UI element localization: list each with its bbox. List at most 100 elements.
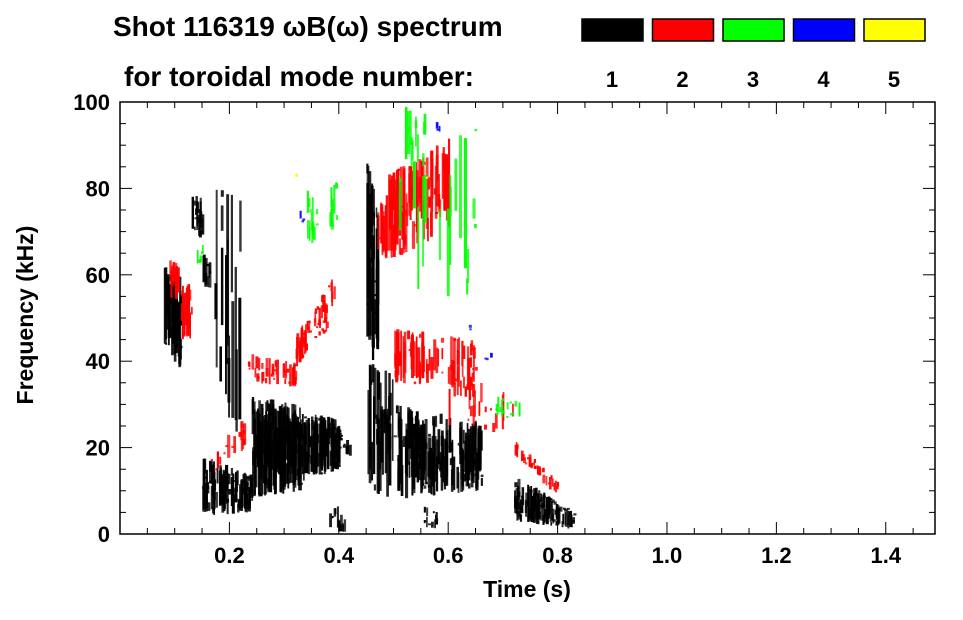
spectrum-mark-mode-2 [438,174,440,213]
spectrum-mark-mode-1 [242,474,245,495]
spectrum-mark-mode-2 [461,340,464,377]
spectrum-mark-mode-1 [372,188,376,226]
spectrum-mark-mode-2 [556,485,559,490]
spectrum-mark-mode-3 [474,129,478,132]
spectrum-mark-mode-2 [261,363,264,369]
spectrum-mark-mode-3 [423,113,427,135]
spectrum-mark-mode-1 [524,499,527,513]
spectrum-mark-mode-3 [495,408,499,411]
spectrum-mark-mode-3 [446,208,450,296]
spectrum-mark-mode-2 [430,357,434,379]
spectrum-mark-mode-3 [311,224,314,243]
spectrum-mark-mode-1 [339,438,343,441]
spectrum-mark-mode-1 [470,432,474,488]
spectrum-mark-mode-1 [293,430,296,481]
spectrum-mark-mode-2 [435,154,439,206]
spectrum-mark-mode-1 [530,489,533,493]
spectrum-mark-mode-4 [486,357,489,361]
spectrum-mark-mode-3 [472,198,476,219]
spectrum-mark-mode-1 [431,521,434,528]
spectrum-mark-mode-1 [537,495,540,504]
spectrum-mark-mode-1 [194,217,197,220]
spectrum-mark-mode-1 [208,271,212,288]
spectrum-mark-mode-1 [231,301,235,418]
spectrum-mark-mode-2 [551,478,554,487]
spectrum-mark-mode-2 [270,373,273,377]
spectrum-mark-mode-1 [237,503,240,513]
spectrum-mark-mode-3 [198,259,202,263]
spectrum-mark-mode-2 [320,305,323,319]
spectrum-mark-mode-1 [246,483,249,489]
spectrum-mark-mode-2 [225,445,229,448]
spectrum-mark-mode-1 [205,486,208,501]
spectrum-mark-mode-1 [533,488,536,512]
spectrum-mark-mode-1 [172,295,176,314]
spectrum-mark-mode-3 [202,244,204,253]
spectrum-mark-mode-1 [231,487,235,514]
spectrum-mark-mode-2 [494,413,498,429]
spectrum-mark-mode-1 [251,397,255,415]
spectrum-mark-mode-1 [248,475,251,481]
y-tick-label: 40 [86,349,110,374]
spectrum-mark-mode-2 [484,406,487,413]
spectrum-mark-mode-2 [441,337,445,343]
spectrum-mark-mode-1 [384,412,388,474]
spectrum-mark-mode-2 [512,403,514,417]
spectrum-mark-mode-2 [273,369,277,372]
spectrum-mark-mode-2 [411,221,416,249]
spectrum-mark-mode-2 [384,205,387,257]
spectrum-mark-mode-1 [207,502,211,511]
spectrum-mark-mode-2 [473,390,477,417]
spectrum-mark-mode-1 [208,262,212,274]
spectrum-mark-mode-2 [397,168,401,171]
spectrum-mark-mode-1 [268,448,271,489]
spectrum-mark-mode-2 [219,456,222,465]
spectrum-mark-mode-1 [279,406,283,492]
spectrum-mark-mode-1 [439,413,443,424]
spectrum-mark-mode-1 [234,494,238,503]
spectrum-mark-mode-3 [199,255,203,263]
spectrum-mark-mode-1 [440,459,444,478]
spectrum-mark-mode-1 [245,481,249,485]
spectrum-mark-mode-2 [528,457,532,467]
spectrum-mark-mode-1 [318,423,322,475]
spectrum-mark-mode-2 [385,195,389,252]
spectrum-mark-mode-1 [405,423,408,464]
spectrum-mark-mode-1 [371,235,375,347]
spectrum-mark-mode-1 [386,415,389,497]
spectrum-mark-mode-2 [283,363,285,373]
spectrum-mark-mode-1 [435,518,439,525]
spectrum-mark-mode-3 [506,416,509,418]
spectrum-mark-mode-1 [174,280,178,319]
spectrum-mark-mode-2 [449,365,453,385]
spectrum-mark-mode-3 [330,187,333,199]
spectrum-mark-mode-1 [426,507,429,516]
spectrum-mark-mode-3 [311,197,314,235]
spectrum-mark-mode-2 [285,361,288,379]
spectrum-mark-mode-1 [375,320,379,330]
spectrum-mark-mode-4 [468,324,472,328]
spectrum-mark-mode-2 [268,358,271,385]
spectrum-mark-mode-2 [284,378,287,384]
spectrum-mark-mode-1 [398,433,401,487]
spectrum-mark-mode-3 [474,224,477,229]
x-axis-label: Time (s) [483,576,571,602]
spectrum-mark-mode-1 [225,464,229,491]
spectrum-mark-mode-1 [308,436,313,446]
spectrum-mark-mode-2 [216,451,220,469]
spectrum-mark-mode-1 [337,426,340,457]
legend-label-mode-1: 1 [606,67,618,92]
spectrum-mark-mode-1 [521,495,524,499]
spectrum-mark-mode-1 [399,406,402,424]
legend-swatch-mode-1 [581,18,644,42]
spectrum-mark-mode-1 [366,183,369,337]
spectrum-mark-mode-1 [384,370,388,425]
spectrum-mark-mode-1 [238,500,241,506]
spectrum-mark-mode-2 [425,157,429,229]
spectrum-mark-mode-2 [324,317,327,323]
spectrum-mark-mode-2 [240,430,243,452]
spectrum-mark-mode-2 [217,451,219,457]
legend-swatch-mode-5 [863,18,926,42]
spectrum-mark-mode-3 [512,411,515,416]
spectrum-mark-mode-5 [295,173,299,177]
